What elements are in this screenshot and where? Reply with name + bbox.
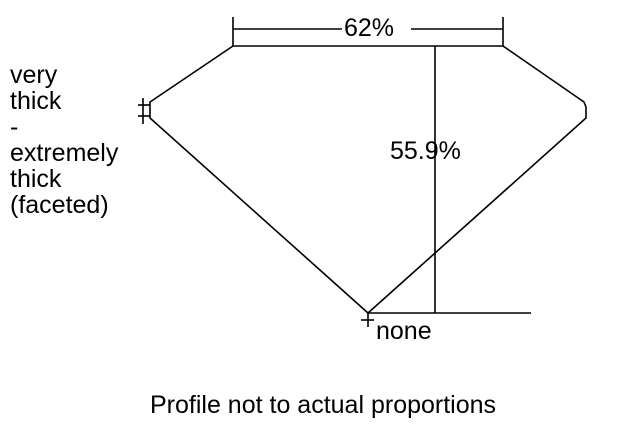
girdle-label-line: extremely (10, 139, 119, 167)
girdle-label-line: - (10, 113, 19, 141)
girdle-label: very thick - extremely thick (faceted) (10, 62, 118, 218)
girdle-label-line: (faceted) (10, 191, 109, 219)
culet-label: none (376, 317, 432, 345)
caption: Profile not to actual proportions (150, 391, 497, 419)
gem-outline (149, 45, 587, 315)
girdle-label-line: thick (10, 87, 62, 115)
girdle-label-line: very (10, 61, 58, 89)
girdle-label-line: thick (10, 165, 62, 193)
depth-percent-label: 55.9% (390, 137, 461, 165)
table-percent-label: 62% (344, 14, 395, 42)
